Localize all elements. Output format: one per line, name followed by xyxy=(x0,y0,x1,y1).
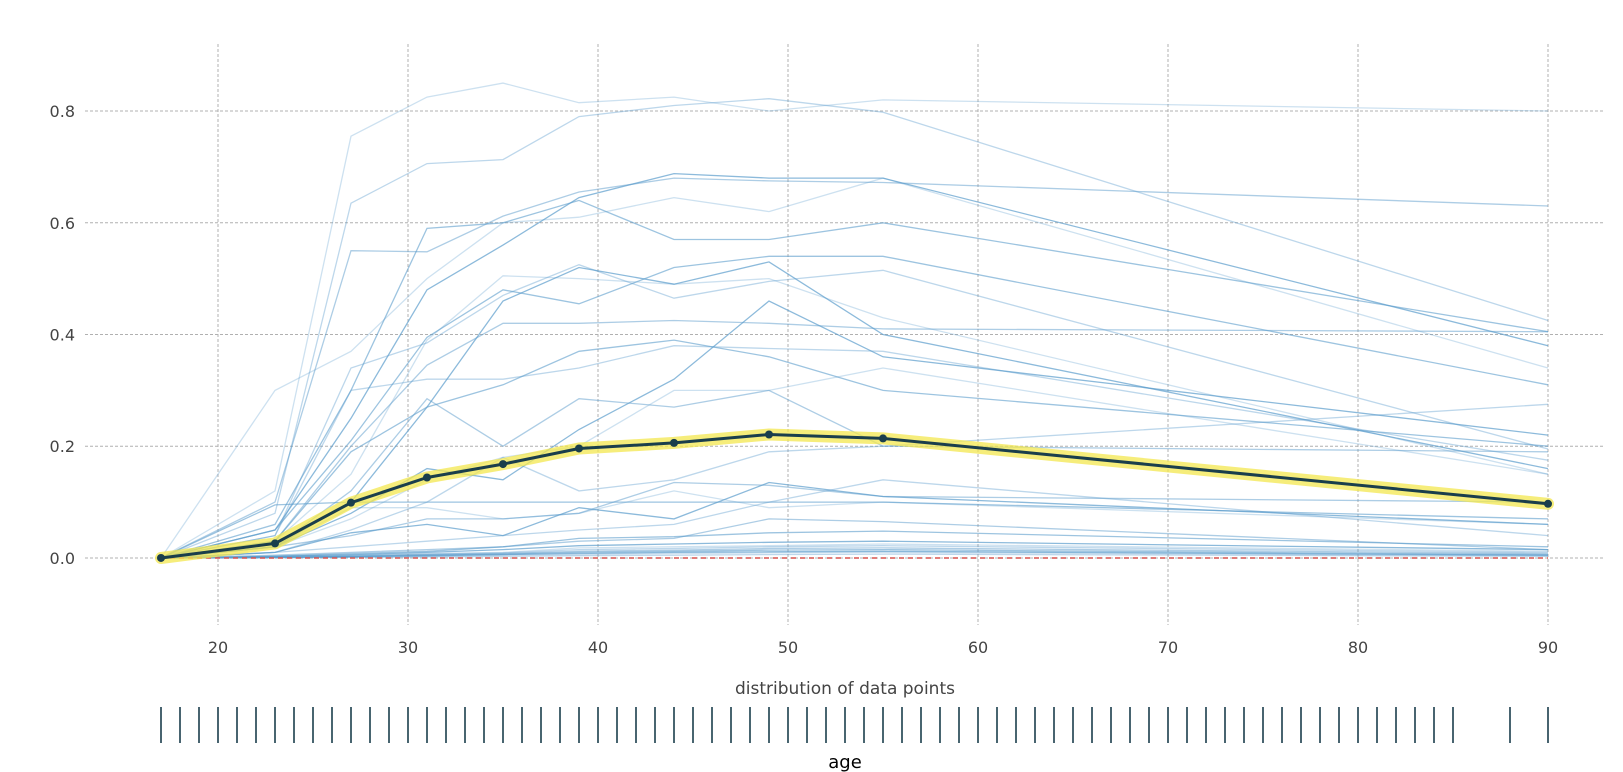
individual-line xyxy=(160,479,1549,559)
individual-line xyxy=(160,543,1549,559)
individual-line xyxy=(160,345,1549,559)
x-tick-label: 30 xyxy=(398,638,418,657)
individual-line xyxy=(160,199,1549,559)
x-tick-label: 60 xyxy=(968,638,988,657)
individual-line xyxy=(160,518,1549,559)
individual-line xyxy=(160,550,1549,559)
individual-line xyxy=(160,264,1549,559)
individual-line xyxy=(161,553,1549,559)
x-tick-label: 80 xyxy=(1348,638,1368,657)
y-tick-label: 0.6 xyxy=(50,214,75,233)
individual-line xyxy=(160,172,1549,559)
x-axis-ticks: 20 30 40 50 60 70 80 90 xyxy=(208,638,1558,657)
individual-line xyxy=(160,82,1549,559)
average-point xyxy=(879,434,887,443)
individual-line xyxy=(160,501,1549,559)
individual-line xyxy=(160,255,1549,559)
x-tick-label: 50 xyxy=(778,638,798,657)
average-line-path xyxy=(160,433,1549,560)
individual-line xyxy=(160,177,1549,559)
average-point xyxy=(157,553,165,562)
x-tick-label: 90 xyxy=(1538,638,1558,657)
individual-line xyxy=(160,540,1549,559)
y-axis-ticks: 0.0 0.2 0.4 0.6 0.8 xyxy=(50,102,75,568)
average-point xyxy=(271,539,279,548)
average-point xyxy=(423,473,431,482)
average-point xyxy=(765,430,773,439)
individual-line xyxy=(160,300,1549,559)
y-tick-label: 0.2 xyxy=(50,437,75,456)
individual-line xyxy=(160,367,1549,559)
y-tick-label: 0.0 xyxy=(50,549,75,568)
average-line xyxy=(155,428,1554,564)
average-point xyxy=(347,498,355,507)
x-tick-label: 20 xyxy=(208,638,228,657)
average-point xyxy=(1544,499,1552,508)
x-tick-label: 70 xyxy=(1158,638,1178,657)
rug-title: distribution of data points xyxy=(735,679,955,699)
individual-line xyxy=(160,481,1549,559)
grid xyxy=(85,44,1605,625)
x-tick-label: 40 xyxy=(588,638,608,657)
y-tick-label: 0.4 xyxy=(50,326,75,345)
individual-line xyxy=(160,319,1549,559)
average-point xyxy=(575,444,583,453)
individual-line xyxy=(160,481,1549,559)
rug-plot xyxy=(160,707,1549,743)
individual-line xyxy=(160,275,1549,559)
individual-lines xyxy=(160,82,1549,559)
average-point xyxy=(670,438,678,447)
individual-line xyxy=(160,98,1549,559)
average-point xyxy=(499,460,507,469)
y-tick-label: 0.8 xyxy=(50,102,75,121)
individual-line xyxy=(160,551,1549,559)
x-axis-label: age xyxy=(828,752,862,772)
individual-line xyxy=(160,339,1549,559)
individual-line xyxy=(160,177,1549,559)
